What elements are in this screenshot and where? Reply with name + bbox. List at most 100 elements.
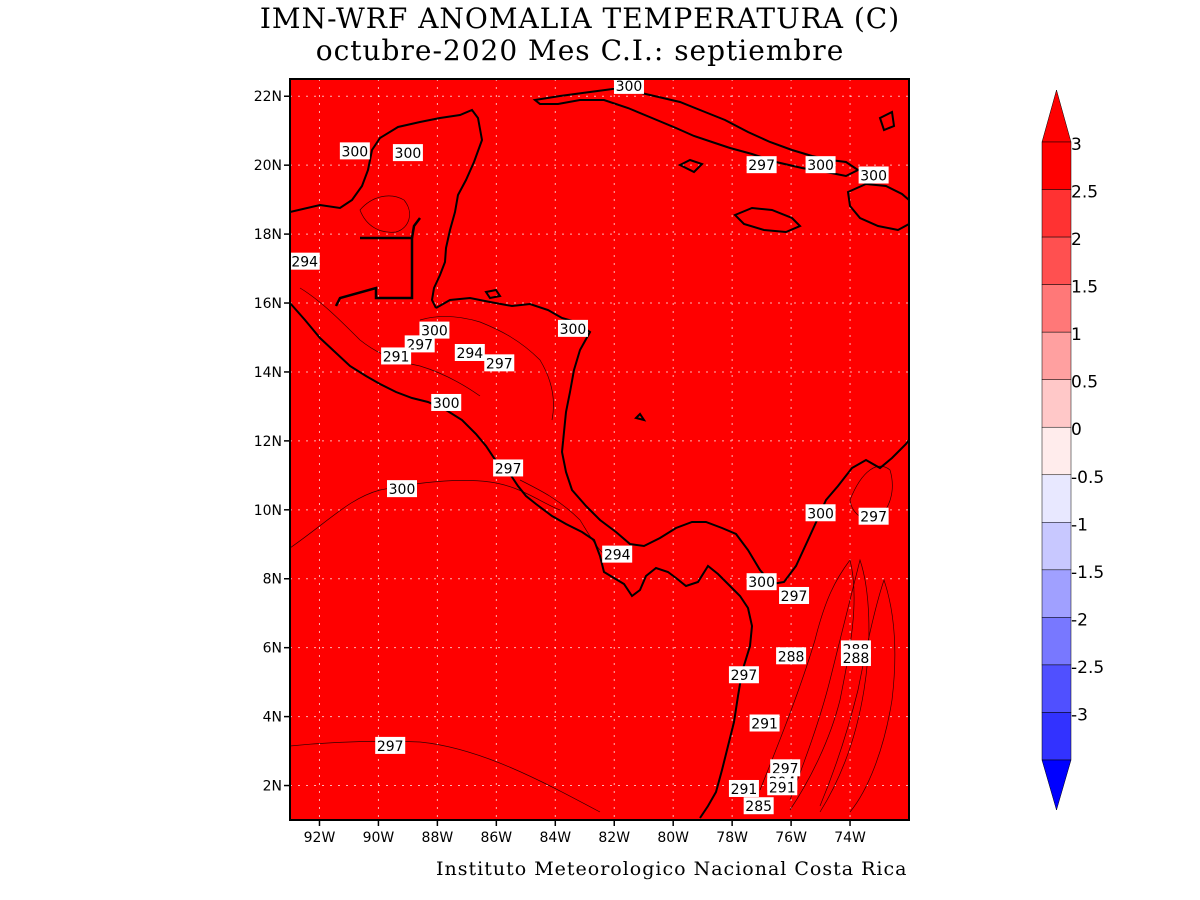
contour-label-box — [289, 252, 320, 270]
lon-tick-label: 78W — [716, 830, 748, 846]
contour-label-box — [858, 166, 889, 184]
contour-yucatan — [359, 195, 410, 233]
footer-credit: Instituto Meteorologico Nacional Costa R… — [436, 858, 908, 880]
contour-label-box — [431, 393, 462, 411]
contour-label-box — [767, 778, 798, 796]
contour-label-text: 300 — [807, 506, 834, 522]
coastline-mexico-west — [289, 108, 484, 309]
contour-label-text: 297 — [731, 668, 758, 684]
contour-label-text: 300 — [807, 158, 834, 174]
lat-tick-label: 6N — [263, 641, 282, 657]
contour-label: 300 — [746, 573, 777, 591]
lon-tick-label: 86W — [480, 830, 512, 846]
lat-tick-label: 14N — [254, 365, 282, 381]
contour-label-box — [387, 480, 418, 498]
contour-label: 300 — [805, 504, 836, 522]
contour-label-text: 297 — [406, 337, 433, 353]
colorbar-label: 0.5 — [1071, 373, 1098, 393]
colorbar-label: -3 — [1071, 705, 1088, 725]
lat-tick-label: 18N — [254, 227, 282, 243]
contour-label-text: 294 — [456, 346, 483, 362]
contour-label-box — [602, 545, 633, 563]
contour-label: 297 — [404, 335, 435, 353]
contour-label-text: 300 — [389, 482, 416, 498]
contour-label: 297 — [728, 666, 759, 684]
lat-tick-label: 4N — [263, 710, 282, 726]
colorbar-label: -0.5 — [1071, 468, 1104, 488]
contour-label: 288 — [776, 647, 807, 665]
contour-label-text: 297 — [860, 510, 887, 526]
lat-tick-label: 2N — [263, 779, 282, 795]
contour-label-text: 300 — [395, 146, 422, 162]
contour-label-box — [404, 335, 435, 353]
contour-label-box — [392, 144, 423, 162]
contour-label: 294 — [602, 545, 633, 564]
colorbar-top-arrow — [1041, 89, 1072, 143]
colorbar-swatch — [1041, 236, 1072, 285]
contour-label: 291 — [767, 778, 798, 796]
contour-label-text: 297 — [486, 356, 513, 372]
contour-label-text: 300 — [341, 144, 368, 160]
contour-label: 291 — [381, 347, 412, 365]
lat-tick-label: 16N — [254, 296, 282, 312]
lon-tick-label: 74W — [834, 830, 866, 846]
colorbar-label: -2.5 — [1071, 658, 1104, 678]
contour-label-text: 288 — [843, 651, 870, 667]
contour-label-text: 297 — [748, 158, 775, 174]
colorbar-label: -2 — [1071, 610, 1088, 630]
graticule — [290, 79, 909, 820]
lat-tick-label: 22N — [254, 89, 282, 105]
border-belize — [410, 217, 421, 239]
colorbar-swatch — [1041, 664, 1072, 713]
contour-label: 297 — [375, 736, 406, 755]
lat-tick-label: 20N — [254, 158, 282, 174]
colorbar-label: 0 — [1071, 420, 1082, 440]
contour-label-box — [746, 156, 777, 174]
contour-label-box — [776, 647, 807, 665]
coastline-cuba — [532, 86, 860, 178]
latitude-ticks: 22N 20N 18N 16N 14N 12N 10N 8N 6N 4N 2N — [254, 89, 290, 795]
contour-label: 291 — [728, 779, 759, 798]
colorbar-label: 2 — [1071, 230, 1082, 250]
contour-andes-3 — [819, 578, 896, 813]
colorbar-swatch — [1041, 617, 1072, 666]
contour-label: 297 — [858, 507, 889, 526]
coastline-san-andres — [634, 412, 647, 422]
contour-label-text: 297 — [377, 739, 404, 755]
contour-label-box — [805, 504, 836, 522]
lon-tick-label: 88W — [422, 830, 454, 846]
contour-label-box — [613, 76, 644, 94]
coastline-bahamas — [878, 110, 896, 132]
contour-label: 297 — [484, 354, 515, 372]
colorbar-label: 3 — [1071, 135, 1082, 155]
contour-label: 300 — [858, 166, 889, 185]
contour-label-box — [419, 321, 450, 339]
lon-tick-label: 82W — [598, 830, 630, 846]
contour-label-text: 300 — [560, 322, 587, 338]
temperature-contours — [289, 195, 896, 813]
contour-label: 288 — [840, 649, 871, 667]
colorbar-label: 1.5 — [1071, 278, 1098, 298]
colorbar-swatch — [1041, 331, 1072, 380]
contour-label-box — [749, 714, 780, 732]
colorbar-swatch — [1041, 474, 1072, 523]
colorbar-swatch — [1041, 712, 1072, 761]
contour-label: 300 — [805, 156, 836, 174]
colorbar-swatch — [1041, 569, 1072, 618]
contour-label-box — [484, 354, 515, 372]
contour-label-box — [805, 156, 836, 174]
contour-label-box — [770, 759, 801, 777]
map-subtitle: octubre-2020 Mes C.I.: septiembre — [315, 34, 845, 67]
contour-label-box — [779, 586, 810, 604]
contour-label: 285 — [743, 797, 774, 815]
colorbar-swatch — [1041, 189, 1072, 238]
contour-label-box — [728, 779, 759, 797]
colorbar-label: 2.5 — [1071, 183, 1098, 203]
colorbar-label: -1 — [1071, 515, 1088, 535]
colorbar-swatch — [1041, 379, 1072, 428]
coastline-islands-honduras — [484, 288, 502, 300]
map-title: IMN-WRF ANOMALIA TEMPERATURA (C) — [259, 2, 901, 35]
contour-label: 300 — [392, 144, 423, 162]
coastline-isla-juventud — [677, 158, 704, 174]
